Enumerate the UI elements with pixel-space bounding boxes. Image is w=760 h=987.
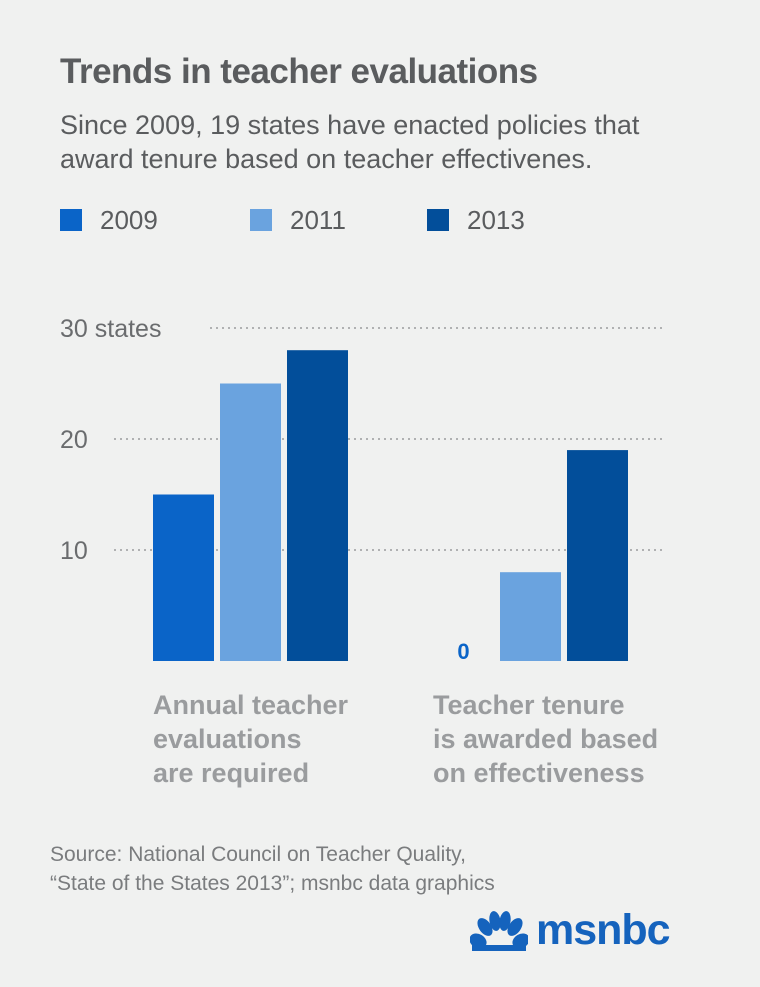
chart-title: Trends in teacher evaluations xyxy=(60,52,538,91)
bar-chart: 10 20 30 states 0 xyxy=(60,315,663,664)
legend-item-2013: 2013 xyxy=(427,205,525,235)
legend-label-2013: 2013 xyxy=(467,204,525,235)
legend-swatch-2013 xyxy=(427,209,449,231)
category-label-line: Annual teacher xyxy=(153,690,349,720)
category-label-evaluations: Annual teacher evaluations are required xyxy=(153,688,413,790)
legend-swatch-2011 xyxy=(250,209,272,231)
peacock-icon xyxy=(470,911,528,951)
source-note: Source: National Council on Teacher Qual… xyxy=(50,840,610,898)
bar-2011-group-1 xyxy=(220,383,281,661)
bars: 0 xyxy=(153,350,628,664)
legend-label-2009: 2009 xyxy=(100,204,158,235)
zero-value-label: 0 xyxy=(457,639,469,664)
category-label-tenure: Teacher tenure is awarded based on effec… xyxy=(433,688,693,790)
category-label-line: evaluations xyxy=(153,724,302,754)
logo-wordmark: msnbc xyxy=(536,905,671,954)
legend-item-2009: 2009 xyxy=(60,205,158,235)
msnbc-logo: msnbc xyxy=(470,905,710,955)
y-tick-label: 20 xyxy=(60,426,88,454)
legend-swatch-2009 xyxy=(60,209,82,231)
category-label-line: on effectiveness xyxy=(433,758,645,788)
y-tick-label: 10 xyxy=(60,537,88,565)
bar-2013-group-2 xyxy=(567,450,628,661)
y-tick-label: 30 states xyxy=(60,315,161,343)
category-label-line: are required xyxy=(153,758,310,788)
bar-2009-group-1 xyxy=(153,494,214,661)
source-line: Source: National Council on Teacher Qual… xyxy=(50,843,466,866)
bar-2013-group-1 xyxy=(287,350,348,661)
bar-2011-group-2 xyxy=(500,572,561,661)
category-label-line: is awarded based xyxy=(433,724,659,754)
y-axis-ticks: 10 20 30 states xyxy=(60,315,161,565)
source-line: “State of the States 2013”; msnbc data g… xyxy=(50,872,495,895)
chart-subtitle: Since 2009, 19 states have enacted polic… xyxy=(60,110,640,174)
legend-label-2011: 2011 xyxy=(290,204,346,235)
legend-item-2011: 2011 xyxy=(250,205,346,235)
category-label-line: Teacher tenure xyxy=(433,690,625,720)
